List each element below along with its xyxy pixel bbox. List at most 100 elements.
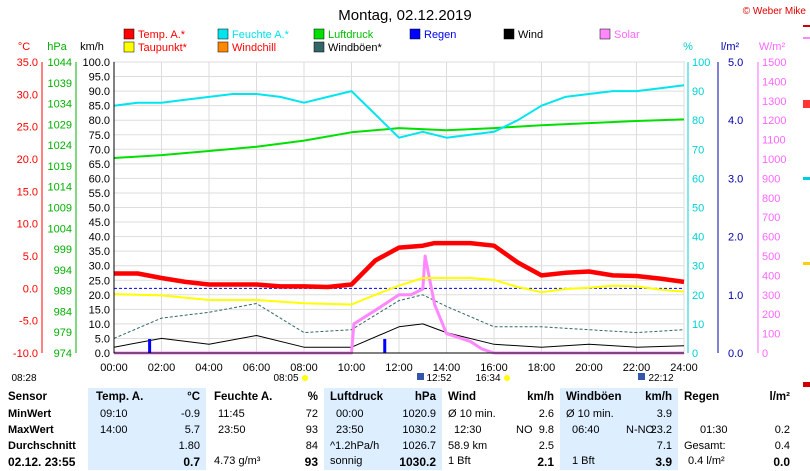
humidity-tick-label: 40 xyxy=(692,232,704,244)
humidity-max-value: 93 xyxy=(305,424,318,436)
solar-tick-label: 400 xyxy=(762,270,780,282)
gusts-max-value: 23.2 xyxy=(650,424,672,436)
solar-noon-label: 12:52 xyxy=(426,373,451,384)
wind-tick-label: 85.0 xyxy=(89,101,110,113)
rain-total-label: Gesamt: xyxy=(684,440,726,452)
x-tick-label: 24:00 xyxy=(670,362,698,374)
legend-swatch xyxy=(313,28,325,40)
wind-tick-label: 70.0 xyxy=(89,144,110,156)
humidity-avg-value: 84 xyxy=(305,440,318,452)
solar-tick-label: 100 xyxy=(762,329,780,341)
rain-tick-label: 2.0 xyxy=(728,232,743,244)
gusts-current-value: 3.9 xyxy=(655,455,672,469)
wind-tick-label: 90.0 xyxy=(89,86,110,98)
wind-tick-label: 55.0 xyxy=(89,188,110,200)
wind-avg10-value: 2.6 xyxy=(538,408,554,420)
gusts-max-direction: N-NO xyxy=(626,424,655,436)
temp-tick-label: 20.0 xyxy=(17,154,38,166)
legend-label: Feuchte A.* xyxy=(232,29,290,41)
pressure-tick-label: 1009 xyxy=(48,203,72,215)
wind-column: Wind km/h Ø 10 min. 2.6 12:30 NO 9.8 58.… xyxy=(442,388,560,470)
rain-current-value: 0.0 xyxy=(773,455,790,469)
edge-marker xyxy=(803,177,810,180)
rain-tick-label: 1.0 xyxy=(728,290,743,302)
pressure-tick-label: 1024 xyxy=(48,140,72,152)
row-label-max: MaxWert xyxy=(8,424,54,436)
rain-tick-label: 4.0 xyxy=(728,115,743,127)
temp-axis-unit: °C xyxy=(18,41,30,53)
temp-unit: °C xyxy=(187,391,200,403)
row-label-min: MinWert xyxy=(8,408,52,420)
humidity-axis-unit: % xyxy=(683,41,693,53)
x-tick-label: 02:00 xyxy=(148,362,176,374)
solar-tick-label: 600 xyxy=(762,232,780,244)
pressure-tick-label: 1029 xyxy=(48,119,72,131)
x-tick-label: 14:00 xyxy=(433,362,461,374)
pressure-tick-label: 1044 xyxy=(48,57,72,69)
temp-tick-label: 5.0 xyxy=(23,251,38,263)
temp-max-value: 5.7 xyxy=(184,424,200,436)
humidity-tick-label: 0 xyxy=(692,348,698,360)
gusts-unit: km/h xyxy=(645,391,672,403)
edge-marker xyxy=(803,382,810,387)
humidity-tick-label: 30 xyxy=(692,261,704,273)
sunset-time-label: 16:34 xyxy=(475,373,500,384)
x-tick-label: 18:00 xyxy=(528,362,556,374)
humidity-min-value: 72 xyxy=(305,408,318,420)
pressure-tick-label: 974 xyxy=(54,348,72,360)
pressure-tick-label: 1039 xyxy=(48,78,72,90)
rain-column: Regen l/m² 01:30 0.2 Gesamt: 0.4 0.4 l/m… xyxy=(678,388,804,470)
wind-tick-label: 60.0 xyxy=(89,173,110,185)
chart-title: Montag, 02.12.2019 xyxy=(338,7,471,24)
sunrise-time-label: 08:05 xyxy=(273,373,298,384)
temp-tick-label: 30.0 xyxy=(17,89,38,101)
pressure-forecast: sonnig xyxy=(330,455,363,467)
solar-tick-label: 700 xyxy=(762,212,780,224)
rain-max-time: 01:30 xyxy=(700,424,728,436)
gusts-max-time: 06:40 xyxy=(572,424,600,436)
rain-max-value: 0.2 xyxy=(774,424,790,436)
temp-tick-label: -10.0 xyxy=(13,348,38,360)
sensor-column: Sensor MinWert MaxWert Durchschnitt 02.1… xyxy=(0,388,88,470)
pressure-avg-value: 1026.7 xyxy=(402,440,436,452)
sunrise-marker xyxy=(302,375,308,381)
rain-tick-label: 0.0 xyxy=(728,348,743,360)
gust-series xyxy=(113,294,685,339)
wind-tick-label: 50.0 xyxy=(89,203,110,215)
edge-marker xyxy=(803,25,810,27)
solar-tick-label: 1200 xyxy=(762,115,786,127)
legend-label: Temp. A.* xyxy=(138,29,186,41)
wind-tick-label: 95.0 xyxy=(89,72,110,84)
x-tick-label: 20:00 xyxy=(575,362,603,374)
pressure-tick-label: 989 xyxy=(54,286,72,298)
rain-axis-unit: l/m² xyxy=(721,41,740,53)
pressure-trend: ^1.2hPa/h xyxy=(330,440,380,452)
pressure-tick-label: 979 xyxy=(54,327,72,339)
temp-tick-label: 15.0 xyxy=(17,186,38,198)
pressure-column: Luftdruck hPa 00:00 1020.9 23:50 1030.2 … xyxy=(324,388,442,470)
humidity-header: Feuchte A. xyxy=(214,391,273,403)
pressure-max-time: 23:50 xyxy=(336,424,364,436)
copyright-text[interactable]: © Weber Mike xyxy=(743,6,807,17)
wind-current-value: 2.1 xyxy=(537,455,554,469)
moon-marker xyxy=(638,373,645,380)
edge-marker xyxy=(803,262,810,265)
wind-tick-label: 0.0 xyxy=(95,348,110,360)
solar-tick-label: 1400 xyxy=(762,76,786,88)
wind-tick-label: 80.0 xyxy=(89,115,110,127)
x-tick-label: 12:00 xyxy=(385,362,413,374)
temp-current-value: 0.7 xyxy=(183,455,200,469)
rain-tick-label: 5.0 xyxy=(728,57,743,69)
sensor-header: Sensor xyxy=(8,391,47,403)
solar-tick-label: 900 xyxy=(762,173,780,185)
temp-max-time: 14:00 xyxy=(100,424,128,436)
temp-header: Temp. A. xyxy=(96,391,144,403)
solar-tick-label: 1100 xyxy=(762,135,786,147)
pressure-tick-label: 984 xyxy=(54,306,72,318)
temp-column: Temp. A. °C 09:10 -0.9 14:00 5.7 1.80 0.… xyxy=(88,388,206,470)
rain-header: Regen xyxy=(684,391,720,403)
rain-total-value: 0.4 xyxy=(774,440,790,452)
humidity-tick-label: 50 xyxy=(692,203,704,215)
wind-tick-label: 25.0 xyxy=(89,275,110,287)
wind-max-time: 12:30 xyxy=(454,424,482,436)
